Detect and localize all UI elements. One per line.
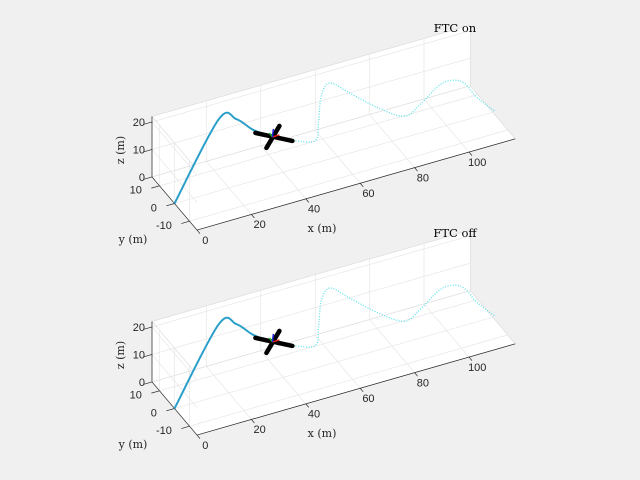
x-tick-label: 20	[254, 219, 266, 231]
body-x-axis	[272, 339, 280, 343]
x-tick-label: 40	[308, 409, 320, 421]
x-tick-label: 100	[468, 157, 486, 169]
y-tick-label: -10	[156, 425, 172, 437]
x-tick	[196, 229, 201, 234]
x-tick-label: 80	[417, 172, 429, 184]
y-tick	[151, 390, 160, 394]
y-axis-label: y (m)	[118, 438, 148, 451]
z-tick-label: 10	[133, 144, 145, 156]
z-tick-label: 0	[139, 377, 145, 389]
x-tick-label: 0	[202, 440, 208, 452]
x-tick	[359, 183, 364, 188]
y-tick	[181, 425, 190, 429]
y-tick-label: 0	[151, 202, 157, 214]
x-tick	[359, 388, 364, 393]
x-axis-label: x (m)	[308, 427, 337, 440]
x-tick	[251, 214, 255, 219]
chart-title: FTC on	[434, 21, 477, 35]
x-tick	[414, 372, 418, 377]
body-x-axis	[272, 134, 280, 138]
reference-trajectory-line	[272, 79, 496, 143]
body-z-axis	[271, 333, 275, 343]
x-tick	[196, 434, 201, 439]
y-tick-label: 10	[130, 185, 142, 197]
z-tick	[143, 381, 153, 385]
x-axis-line	[196, 138, 516, 231]
z-tick-label: 10	[133, 349, 145, 361]
grid-line	[151, 262, 471, 355]
grid-line	[189, 129, 508, 222]
y-tick	[166, 408, 175, 412]
x-tick	[468, 151, 473, 156]
grid-line	[189, 334, 508, 427]
x-tick	[251, 419, 255, 424]
grid-line	[151, 30, 471, 123]
z-tick-label: 20	[133, 117, 145, 129]
z-tick	[143, 149, 153, 153]
x-tick-label: 0	[202, 235, 208, 247]
z-axis-label: z (m)	[114, 341, 127, 369]
grid-line	[151, 290, 471, 383]
grid-line	[151, 85, 471, 178]
z-tick	[143, 354, 153, 358]
y-tick	[151, 185, 160, 189]
x-tick-label: 60	[362, 393, 374, 405]
z-tick	[143, 176, 153, 180]
chart-title: FTC off	[433, 226, 477, 240]
z-tick-label: 0	[139, 172, 145, 184]
grid-line	[151, 149, 198, 203]
x-axis-label: x (m)	[308, 222, 337, 235]
z-tick-label: 20	[133, 322, 145, 334]
x-tick-label: 60	[362, 188, 374, 200]
z-axis-label: z (m)	[114, 136, 127, 164]
x-tick	[414, 167, 418, 172]
x-tick-label: 40	[308, 204, 320, 216]
x-tick-label: 100	[468, 362, 486, 374]
grid-line	[151, 235, 471, 328]
grid-line	[159, 299, 478, 392]
y-tick	[166, 203, 175, 207]
x-tick-label: 80	[417, 377, 429, 389]
reference-trajectory-line	[272, 284, 496, 348]
grid-line	[151, 326, 198, 381]
grid-line	[151, 57, 471, 150]
x-tick-label: 20	[254, 424, 266, 436]
grid-line	[151, 121, 198, 176]
grid-line	[174, 111, 493, 204]
y-tick-label: 10	[130, 390, 142, 402]
z-tick	[143, 326, 153, 330]
x-axis-line	[196, 343, 516, 436]
quadrotor-marker	[253, 328, 295, 356]
x-tick	[305, 403, 310, 408]
y-tick	[181, 220, 190, 224]
grid-line	[174, 316, 493, 409]
y-tick-label: -10	[156, 220, 172, 232]
y-tick-label: 0	[151, 407, 157, 419]
grid-line	[151, 354, 198, 408]
z-tick	[143, 121, 153, 125]
grid-line	[159, 94, 478, 187]
x-tick	[468, 356, 473, 361]
x-tick	[305, 198, 310, 203]
body-z-axis	[271, 128, 275, 138]
quadrotor-marker	[253, 123, 295, 151]
y-axis-label: y (m)	[118, 233, 148, 246]
